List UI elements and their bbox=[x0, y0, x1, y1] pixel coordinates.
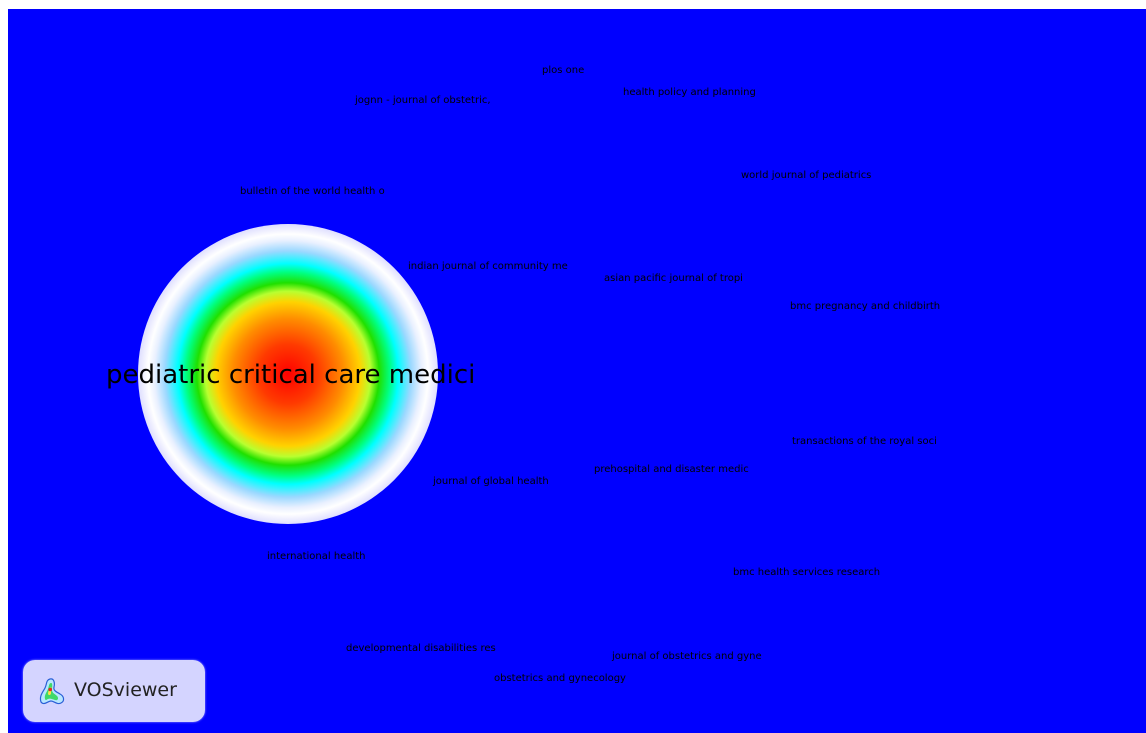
item-label[interactable]: health policy and planning bbox=[623, 87, 756, 98]
vosviewer-badge: VOSviewer bbox=[23, 660, 205, 722]
item-label[interactable]: indian journal of community me bbox=[408, 261, 568, 272]
item-label[interactable]: journal of obstetrics and gyne bbox=[612, 651, 762, 662]
item-label[interactable]: bmc pregnancy and childbirth bbox=[790, 301, 941, 312]
item-label[interactable]: journal of global health bbox=[433, 476, 549, 487]
item-label[interactable]: prehospital and disaster medic bbox=[594, 464, 749, 475]
item-label[interactable]: bmc health services research bbox=[733, 567, 881, 578]
item-label[interactable]: plos one bbox=[542, 65, 585, 76]
item-label[interactable]: international health bbox=[267, 551, 366, 562]
item-label[interactable]: bulletin of the world health o bbox=[240, 186, 385, 197]
vosviewer-logo-icon bbox=[39, 678, 65, 705]
item-label[interactable]: asian pacific journal of tropi bbox=[604, 273, 743, 284]
density-visualization-canvas[interactable]: plos one health policy and planning jogn… bbox=[8, 9, 1146, 733]
item-label[interactable]: world journal of pediatrics bbox=[741, 170, 872, 181]
item-label[interactable]: transactions of the royal soci bbox=[792, 436, 937, 447]
vosviewer-logo-text: VOSviewer bbox=[74, 679, 177, 701]
item-label[interactable]: jognn - journal of obstetric, bbox=[355, 95, 491, 106]
item-label-large[interactable]: pediatric critical care medici bbox=[106, 360, 476, 390]
item-label[interactable]: developmental disabilities res bbox=[346, 643, 496, 654]
density-hotspot bbox=[138, 224, 438, 524]
item-label[interactable]: obstetrics and gynecology bbox=[494, 673, 626, 684]
